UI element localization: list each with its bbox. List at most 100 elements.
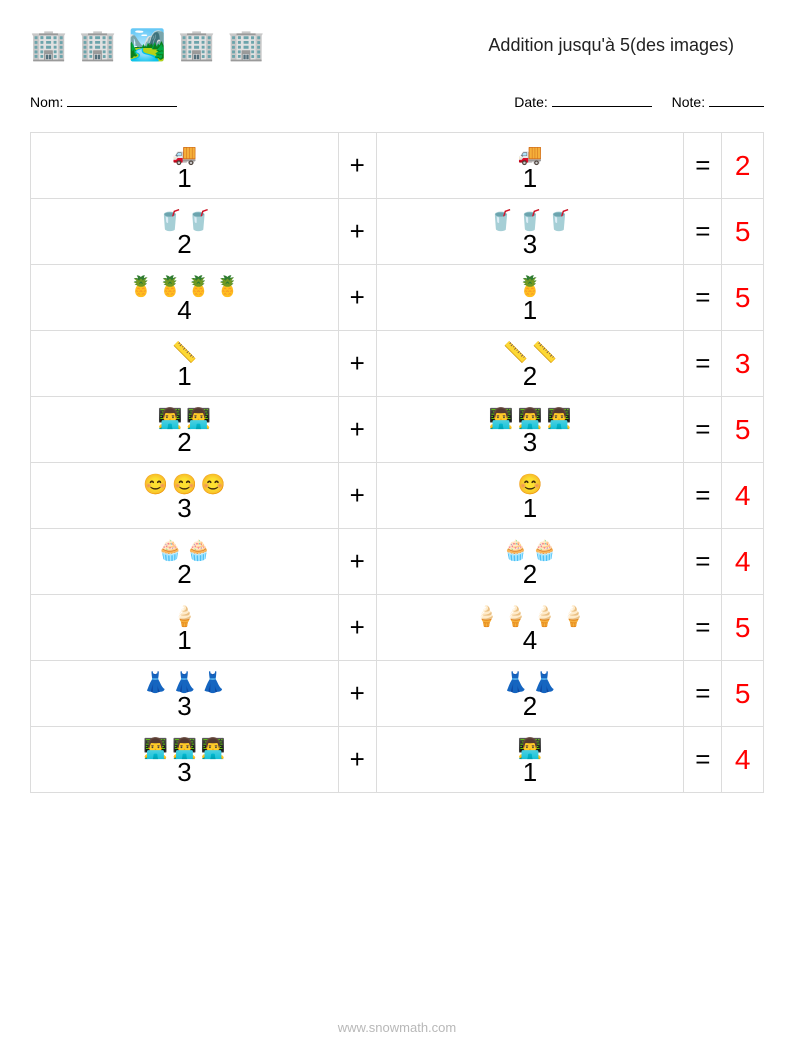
note-blank[interactable] bbox=[709, 106, 764, 107]
operand-number: 1 bbox=[177, 627, 191, 653]
equals-cell-symbol: = bbox=[695, 216, 710, 246]
icecream-icon: 🍦 bbox=[503, 607, 528, 627]
truck-icon: 🚚 bbox=[172, 145, 197, 165]
date-label-text: Date: bbox=[514, 94, 547, 110]
equals-cell-symbol: = bbox=[695, 348, 710, 378]
operand-cell: 👗👗2 bbox=[376, 661, 684, 727]
operand-cell: 📏📏2 bbox=[376, 331, 684, 397]
plus-cell-symbol: + bbox=[350, 678, 365, 708]
icon-row: 🧁🧁 bbox=[158, 537, 212, 561]
answer-number: 4 bbox=[735, 744, 751, 775]
operand-number: 3 bbox=[177, 759, 191, 785]
operand-cell: 🍦🍦🍦🍦4 bbox=[376, 595, 684, 661]
icecream-icon: 🍦 bbox=[474, 607, 499, 627]
icon-row: 👨‍💻👨‍💻👨‍💻 bbox=[489, 405, 572, 429]
building-icon: 🏢 bbox=[30, 28, 67, 63]
problem-row: 🍦1+🍦🍦🍦🍦4=5 bbox=[31, 595, 764, 661]
answer-number: 2 bbox=[735, 150, 751, 181]
hat_smile-icon: 😊 bbox=[201, 475, 226, 495]
operand-cell: 👨‍💻1 bbox=[376, 727, 684, 793]
plus-cell-symbol: + bbox=[350, 282, 365, 312]
operand-cell: 🧁🧁2 bbox=[31, 529, 339, 595]
icon-row: 🍦🍦🍦🍦 bbox=[474, 603, 586, 627]
equals-cell-symbol: = bbox=[695, 150, 710, 180]
plus-cell-symbol: + bbox=[350, 348, 365, 378]
problem-row: 🧁🧁2+🧁🧁2=4 bbox=[31, 529, 764, 595]
worksheet-page: 🏢🏢🏞️🏢🏢 Addition jusqu'à 5(des images) No… bbox=[0, 0, 794, 1053]
pineapple-icon: 🍍 bbox=[186, 277, 211, 297]
operand-number: 1 bbox=[177, 165, 191, 191]
icon-row: 🥤🥤 bbox=[158, 207, 212, 231]
cupcake-icon: 🧁 bbox=[186, 541, 211, 561]
plus-cell: + bbox=[338, 265, 376, 331]
plus-cell: + bbox=[338, 727, 376, 793]
tape-icon: 📏 bbox=[532, 343, 557, 363]
date-blank[interactable] bbox=[552, 106, 652, 107]
answer-cell: 4 bbox=[722, 529, 764, 595]
answer-number: 4 bbox=[735, 546, 751, 577]
plus-cell: + bbox=[338, 133, 376, 199]
cup-icon: 🥤 bbox=[158, 211, 183, 231]
plus-cell: + bbox=[338, 397, 376, 463]
icon-row: 🍍🍍🍍🍍 bbox=[129, 273, 241, 297]
operand-number: 2 bbox=[523, 693, 537, 719]
icon-row: 🍦 bbox=[172, 603, 197, 627]
operand-cell: 👨‍💻👨‍💻2 bbox=[31, 397, 339, 463]
operand-number: 1 bbox=[523, 759, 537, 785]
operand-number: 3 bbox=[177, 693, 191, 719]
answer-number: 5 bbox=[735, 216, 751, 247]
tape-icon: 📏 bbox=[172, 343, 197, 363]
answer-number: 5 bbox=[735, 414, 751, 445]
operand-number: 3 bbox=[523, 429, 537, 455]
problem-row: 📏1+📏📏2=3 bbox=[31, 331, 764, 397]
cup-icon: 🥤 bbox=[518, 211, 543, 231]
answer-number: 3 bbox=[735, 348, 751, 379]
laptop_person-icon: 👨‍💻 bbox=[546, 409, 571, 429]
operand-cell: 🧁🧁2 bbox=[376, 529, 684, 595]
answer-cell: 4 bbox=[722, 463, 764, 529]
operand-number: 1 bbox=[523, 495, 537, 521]
hat_smile-icon: 😊 bbox=[518, 475, 543, 495]
operand-cell: 🍍1 bbox=[376, 265, 684, 331]
laptop_person-icon: 👨‍💻 bbox=[489, 409, 514, 429]
building-icon: 🏢 bbox=[178, 28, 215, 63]
equals-cell-symbol: = bbox=[695, 282, 710, 312]
problem-row: 😊😊😊3+😊1=4 bbox=[31, 463, 764, 529]
plus-cell-symbol: + bbox=[350, 546, 365, 576]
problem-row: 🍍🍍🍍🍍4+🍍1=5 bbox=[31, 265, 764, 331]
icon-row: 📏📏 bbox=[503, 339, 557, 363]
doll-icon: 👗 bbox=[532, 673, 557, 693]
equals-cell-symbol: = bbox=[695, 612, 710, 642]
truck-icon: 🚚 bbox=[518, 145, 543, 165]
laptop_person2-icon: 👨‍💻 bbox=[201, 739, 226, 759]
footer: www.snowmath.com bbox=[0, 1020, 794, 1035]
name-blank[interactable] bbox=[67, 106, 177, 107]
operand-cell: 🚚1 bbox=[376, 133, 684, 199]
equals-cell: = bbox=[684, 331, 722, 397]
operand-number: 1 bbox=[177, 363, 191, 389]
icon-row: 📏 bbox=[172, 339, 197, 363]
equals-cell: = bbox=[684, 529, 722, 595]
icon-row: 😊 bbox=[518, 471, 543, 495]
header-icons: 🏢🏢🏞️🏢🏢 bbox=[30, 28, 265, 63]
hat_smile-icon: 😊 bbox=[172, 475, 197, 495]
plus-cell-symbol: + bbox=[350, 216, 365, 246]
note-label-text: Note: bbox=[672, 94, 705, 110]
operand-cell: 👗👗👗3 bbox=[31, 661, 339, 727]
laptop_person2-icon: 👨‍💻 bbox=[172, 739, 197, 759]
equals-cell: = bbox=[684, 727, 722, 793]
icecream-icon: 🍦 bbox=[561, 607, 586, 627]
operand-cell: 👨‍💻👨‍💻👨‍💻3 bbox=[31, 727, 339, 793]
doll-icon: 👗 bbox=[172, 673, 197, 693]
equals-cell-symbol: = bbox=[695, 678, 710, 708]
icon-row: 👗👗👗 bbox=[143, 669, 226, 693]
plus-cell-symbol: + bbox=[350, 480, 365, 510]
equals-cell-symbol: = bbox=[695, 744, 710, 774]
answer-cell: 5 bbox=[722, 265, 764, 331]
plus-cell: + bbox=[338, 331, 376, 397]
operand-cell: 🍦1 bbox=[31, 595, 339, 661]
meta-row: Nom: Date: Note: bbox=[30, 94, 764, 110]
answer-number: 5 bbox=[735, 678, 751, 709]
operand-cell: 🥤🥤🥤3 bbox=[376, 199, 684, 265]
problem-row: 👗👗👗3+👗👗2=5 bbox=[31, 661, 764, 727]
